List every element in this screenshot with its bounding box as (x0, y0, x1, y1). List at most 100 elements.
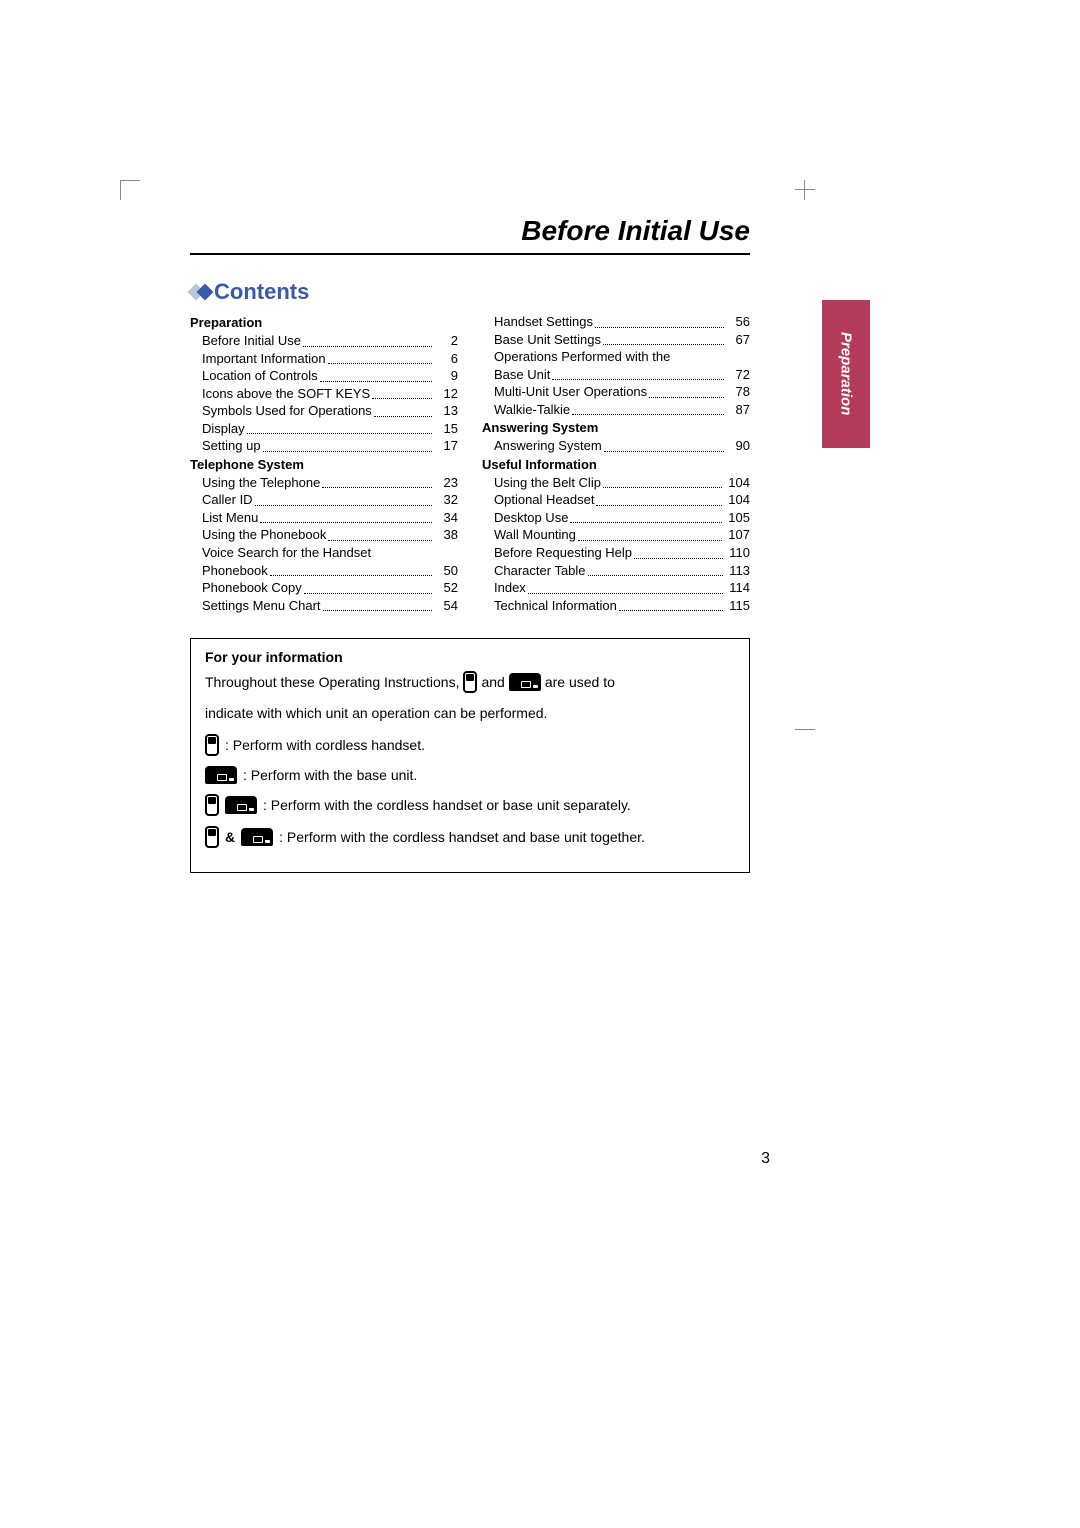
toc-leader-dots (595, 327, 724, 328)
toc-entry-page: 113 (725, 562, 750, 580)
toc-entry: Location of Controls 9 (190, 367, 458, 385)
toc-entry-text: Icons above the SOFT KEYS (190, 385, 370, 403)
toc-entry: Optional Headset104 (482, 491, 750, 509)
toc-leader-dots (572, 414, 724, 415)
info-intro-and: and (481, 672, 504, 693)
toc-entry-text: Using the Telephone (190, 474, 320, 492)
info-row-both: & : Perform with the cordless handset an… (205, 826, 735, 848)
toc-columns: Preparation Before Initial Use 2 Important … (190, 313, 750, 614)
toc-entry-page: 114 (725, 579, 750, 597)
toc-entry-text: Using the Belt Clip (482, 474, 601, 492)
crop-mark-top-left (120, 180, 140, 200)
toc-wrapped-line: Operations Performed with the (482, 348, 750, 366)
toc-leader-dots (304, 593, 432, 594)
contents-bullet-icon (190, 286, 208, 298)
toc-entry-page: 72 (726, 366, 750, 384)
toc-entry-text: Index (482, 579, 526, 597)
toc-entry-text: Phonebook (190, 562, 268, 580)
toc-entry: Character Table 113 (482, 562, 750, 580)
toc-entry-page: 13 (434, 402, 458, 420)
toc-entry-text: Important Information (190, 350, 326, 368)
ampersand-icon: & (225, 829, 235, 845)
handset-icon (205, 734, 219, 756)
toc-leader-dots (619, 610, 723, 611)
toc-entry-page: 107 (724, 526, 750, 544)
toc-section-head: Useful Information (482, 457, 750, 472)
toc-entry-text: Base Unit Settings (482, 331, 601, 349)
toc-entry-page: 52 (434, 579, 458, 597)
toc-leader-dots (328, 540, 432, 541)
toc-entry-text: Before Initial Use (190, 332, 301, 350)
info-intro-line-2: indicate with which unit an operation ca… (205, 703, 735, 724)
toc-entry-page: 104 (724, 474, 750, 492)
toc-entry: Using the Telephone 23 (190, 474, 458, 492)
toc-entry-page: 9 (434, 367, 458, 385)
toc-entry: List Menu34 (190, 509, 458, 527)
toc-entry-page: 87 (726, 401, 750, 419)
toc-entry-page: 90 (726, 437, 750, 455)
toc-entry: Technical Information115 (482, 597, 750, 615)
toc-entry: Index 114 (482, 579, 750, 597)
toc-entry-text: Location of Controls (190, 367, 318, 385)
base-unit-icon (205, 766, 237, 784)
toc-entry-text: Answering System (482, 437, 602, 455)
toc-entry-page: 110 (725, 544, 750, 562)
toc-entry-page: 67 (726, 331, 750, 349)
toc-entry-text: Setting up (190, 437, 261, 455)
toc-entry: Using the Belt Clip 104 (482, 474, 750, 492)
toc-entry-page: 104 (724, 491, 750, 509)
toc-leader-dots (528, 593, 723, 594)
toc-leader-dots (604, 451, 724, 452)
toc-entry-page: 15 (434, 420, 458, 438)
toc-entry-page: 6 (434, 350, 458, 368)
toc-entry-page: 56 (726, 313, 750, 331)
info-row-handset: : Perform with cordless handset. (205, 734, 735, 756)
toc-entry-text: Character Table (482, 562, 586, 580)
toc-entry: Base Unit72 (482, 366, 750, 384)
toc-section-head: Answering System (482, 420, 750, 435)
toc-entry-text: Walkie-Talkie (482, 401, 570, 419)
toc-entry-text: Symbols Used for Operations (190, 402, 372, 420)
info-base-desc: : Perform with the base unit. (243, 767, 417, 783)
toc-entry-text: Multi-Unit User Operations (482, 383, 647, 401)
info-row-either: : Perform with the cordless handset or b… (205, 794, 735, 816)
page-title: Before Initial Use (190, 215, 750, 255)
base-unit-icon (225, 796, 257, 814)
toc-entry-page: 50 (434, 562, 458, 580)
toc-entry: Wall Mounting107 (482, 526, 750, 544)
toc-right-column: Handset Settings56Base Unit Settings67Op… (482, 313, 750, 614)
crop-mark-mid-right (795, 720, 815, 740)
toc-leader-dots (247, 433, 432, 434)
section-side-tab: Preparation (822, 300, 870, 448)
info-row-base: : Perform with the base unit. (205, 766, 735, 784)
toc-leader-dots (552, 379, 724, 380)
info-intro-text-2: are used to (545, 672, 615, 693)
toc-entry-text: Settings Menu Chart (190, 597, 321, 615)
info-either-desc: : Perform with the cordless handset or b… (263, 797, 631, 813)
base-unit-icon (509, 673, 541, 691)
toc-entry: Display15 (190, 420, 458, 438)
toc-leader-dots (255, 505, 432, 506)
toc-entry-page: 23 (434, 474, 458, 492)
toc-entry-page: 34 (434, 509, 458, 527)
info-intro-line-1: Throughout these Operating Instructions,… (205, 671, 735, 693)
info-intro-text-3: indicate with which unit an operation ca… (205, 703, 547, 724)
page-number: 3 (761, 1150, 770, 1168)
toc-entry: Desktop Use105 (482, 509, 750, 527)
toc-section-head: Preparation (190, 315, 458, 330)
toc-entry: Symbols Used for Operations 13 (190, 402, 458, 420)
info-box: For your information Throughout these Op… (190, 638, 750, 873)
toc-leader-dots (634, 558, 723, 559)
toc-entry: Answering System 90 (482, 437, 750, 455)
toc-entry-text: Caller ID (190, 491, 253, 509)
toc-entry-page: 2 (434, 332, 458, 350)
contents-heading-row: Contents (190, 279, 750, 305)
toc-entry-text: Technical Information (482, 597, 617, 615)
toc-entry-text: Handset Settings (482, 313, 593, 331)
toc-entry: Handset Settings 56 (482, 313, 750, 331)
toc-entry: Using the Phonebook38 (190, 526, 458, 544)
toc-leader-dots (588, 575, 724, 576)
toc-leader-dots (570, 522, 722, 523)
toc-entry-page: 17 (434, 437, 458, 455)
handset-icon (463, 671, 477, 693)
